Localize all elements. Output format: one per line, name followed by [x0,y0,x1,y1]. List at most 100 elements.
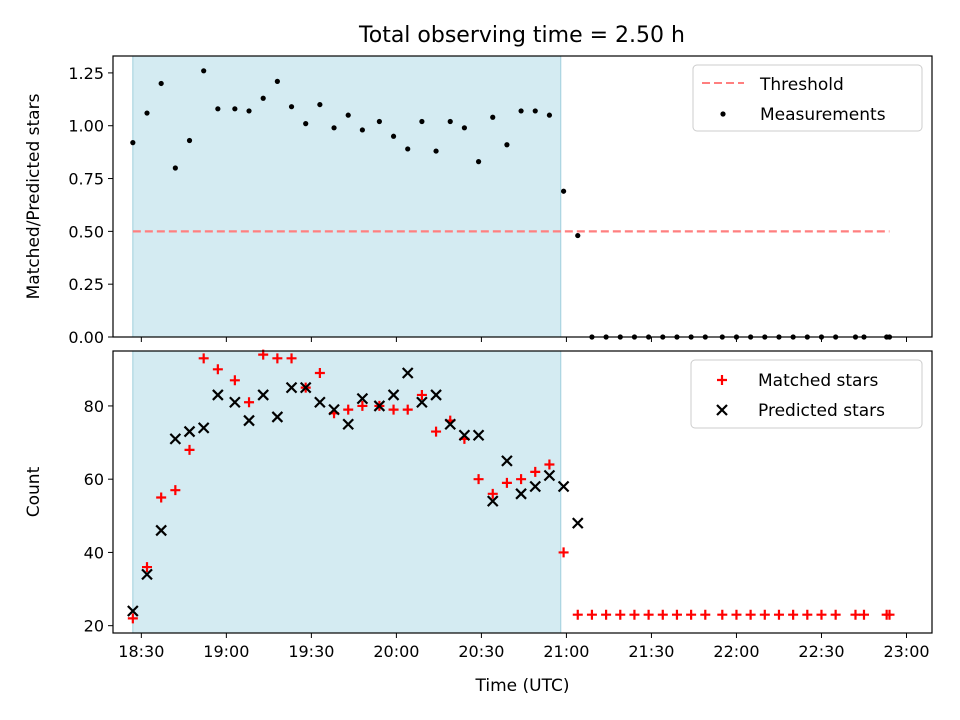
matched-star-point [558,547,569,558]
predicted-star-point [197,422,210,434]
predicted-star-point [257,389,269,401]
chart-title: Total observing time = 2.50 h [358,23,685,48]
measurement-point [288,104,295,110]
legend-measurements-label: Measurements [760,105,886,125]
matched-star-point [830,609,841,620]
measurement-point [232,106,238,112]
matched-star-point [586,609,597,620]
matched-star-point [272,353,283,364]
matched-star-point [657,609,668,620]
measurement-point [419,118,425,125]
predicted-star-point [127,605,139,617]
x-tick-label: 22:30 [798,642,844,661]
measurement-point [317,101,323,108]
measurement-point [246,108,252,114]
predicted-star-point [486,495,499,507]
matched-star-point [700,609,711,620]
ratio-panel: 0.00 0.25 0.50 0.75 1.00 1.25 Matched/Predict… [24,55,933,347]
x-tick-label: 19:00 [203,642,249,661]
ratio-axis-ticks: 0.00 0.25 0.50 0.75 1.00 1.25 [68,64,907,347]
matched-star-point [212,364,223,375]
matched-star-point [487,488,498,499]
measurement-point [172,165,178,171]
matched-star-point [530,466,541,477]
matched-star-point [343,404,354,415]
measurement-point [345,112,351,118]
matched-star-point [357,400,368,411]
legend-predicted-label: Predicted stars [758,401,885,421]
matched-star-point [416,389,427,400]
x-tick-label: 21:00 [543,642,589,661]
y-tick-label: 0.25 [68,275,104,294]
measurement-point [274,78,280,84]
observing-window-shade-bottom [132,350,562,634]
matched-star-point [773,609,784,620]
count-plot-marks [127,349,895,624]
predicted-star-point [401,367,414,379]
predicted-star-point [271,411,284,423]
predicted-star-point [515,488,527,500]
matched-star-point [601,609,612,620]
ratio-y-axis-label: Matched/Predicted stars [24,93,44,299]
ratio-legend: Threshold Measurements [692,64,923,132]
x-tick-label: 20:30 [458,642,504,661]
measurement-point [475,159,482,165]
predicted-star-point [342,418,354,431]
legend-matched-label: Matched stars [758,371,878,391]
predicted-star-point [444,418,457,431]
measurement-point [201,68,207,74]
measurement-point [158,80,164,87]
predicted-star-point [557,480,570,493]
count-axis-ticks: 20 40 60 80 18:30 19:00 19:30 20:00 20:30 21:00 21… [84,397,930,661]
measurement-point [433,148,439,154]
measurement-point [359,127,365,133]
measurement-point [331,125,337,131]
legend-measurements-swatch [720,111,726,117]
measurement-point [447,118,453,125]
predicted-star-point [141,568,153,581]
observing-window-shade-top [132,55,562,338]
measurement-point [215,106,221,112]
matched-star-point [850,609,861,620]
matched-star-point [473,474,484,485]
y-tick-label: 60 [84,470,104,489]
predicted-star-point [458,429,471,442]
matched-star-point [516,474,527,485]
legend-matched-swatch [717,375,727,385]
predicted-star-point [356,392,369,405]
predicted-star-point [387,389,400,401]
matched-star-point [816,609,827,620]
x-axis-label: Time (UTC) [475,676,570,696]
x-tick-label: 21:30 [628,642,674,661]
measurement-point [490,114,496,120]
predicted-star-point [430,389,442,401]
predicted-star-point [543,469,556,482]
measurement-point [260,95,266,101]
count-y-axis-label: Count [24,466,44,517]
predicted-star-point [299,381,312,394]
predicted-star-point [155,524,167,537]
x-tick-label: 20:00 [373,642,419,661]
matched-star-point [643,609,654,620]
matched-star-point [858,609,869,620]
measurement-point [546,112,553,118]
measurement-point [390,133,397,139]
matched-star-point [229,375,240,386]
matched-star-point [170,485,181,496]
predicted-star-point [314,396,326,409]
measurement-point [532,108,538,114]
ratio-legend-box [692,64,923,132]
predicted-star-point [529,480,542,493]
y-tick-label: 20 [84,617,104,636]
count-legend-box [690,359,923,429]
measurement-point [130,140,136,146]
matched-star-point [745,609,756,620]
matched-star-point [501,477,512,488]
x-tick-label: 23:00 [883,642,929,661]
matched-star-point [629,609,640,620]
legend-threshold-label: Threshold [759,75,844,95]
predicted-star-point [328,403,340,416]
predicted-star-point [416,396,428,409]
x-tick-label: 18:30 [118,642,164,661]
